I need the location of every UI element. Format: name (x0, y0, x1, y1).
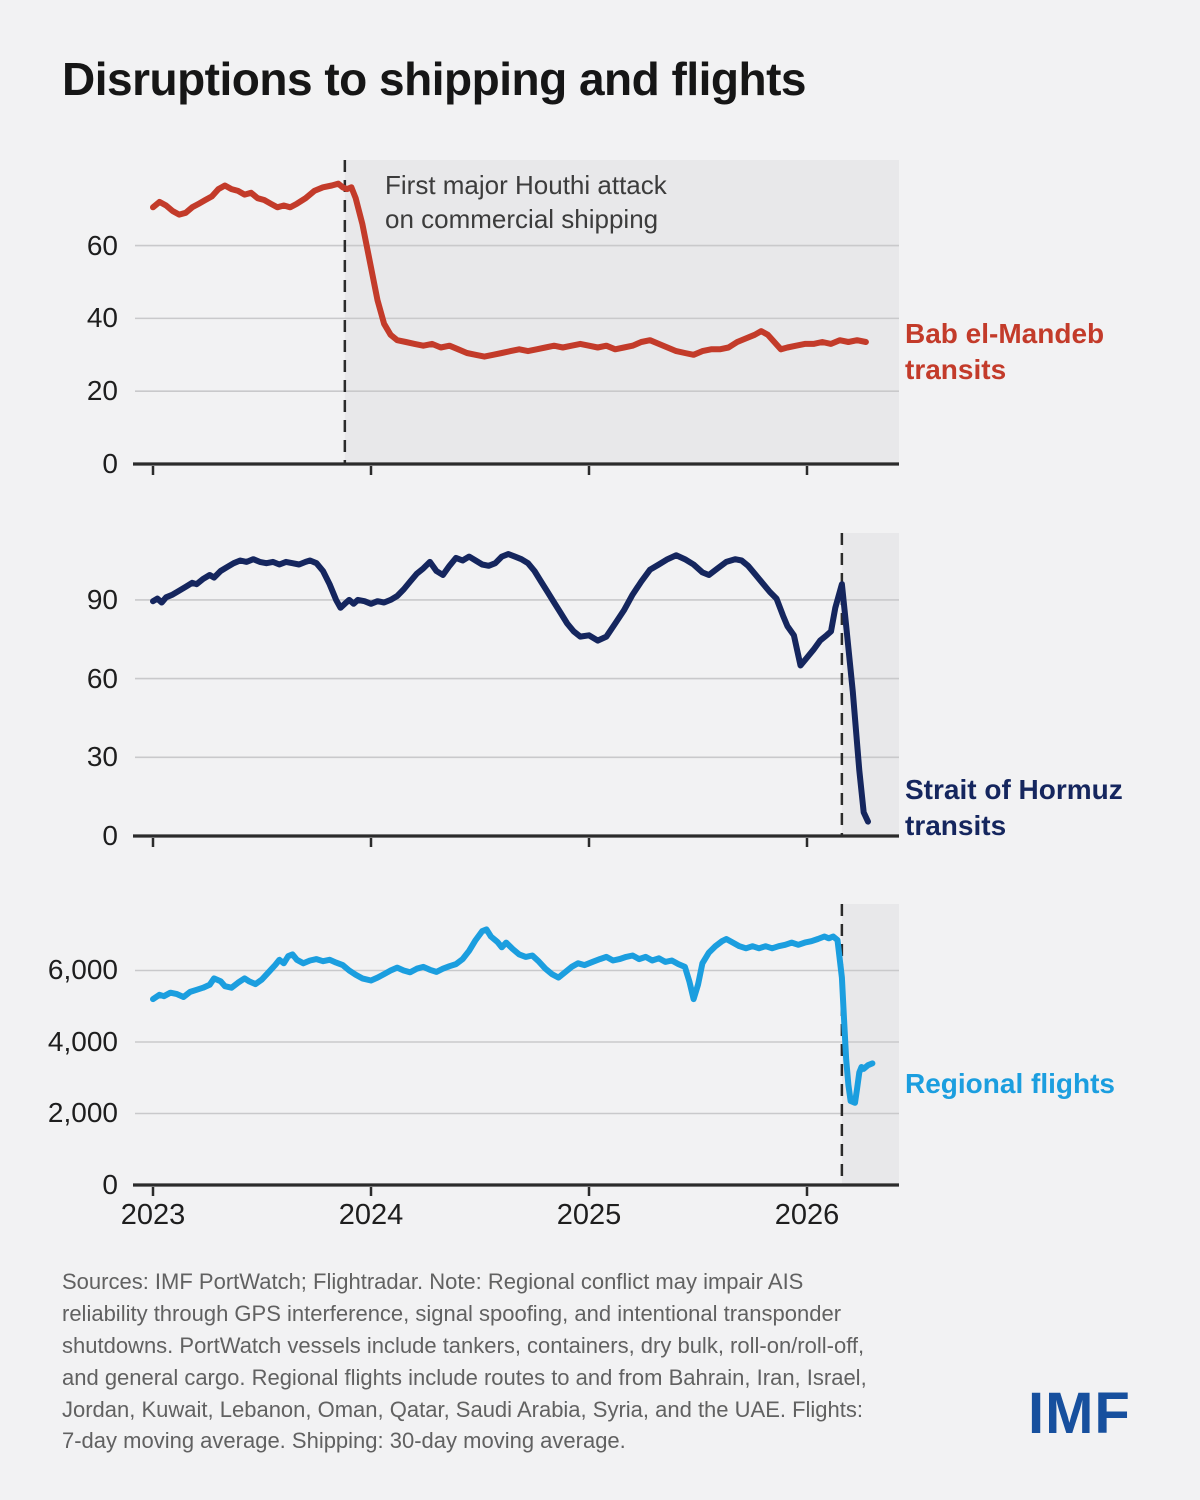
source-note-line: reliability through GPS interference, si… (62, 1300, 842, 1326)
annotation-line-2: on commercial shipping (385, 204, 659, 235)
source-note-line: and general cargo. Regional flights incl… (62, 1364, 867, 1390)
series-label-line: transits (905, 809, 1007, 841)
page-title: Disruptions to shipping and flights (62, 53, 807, 105)
series-line-hormuz (150, 551, 871, 825)
event-annotation: First major Houthi attack on commercial … (385, 168, 667, 237)
series-label-bab-el-mandeb-transits: Bab el-Mandeb transits (905, 316, 1104, 388)
series-label-line: Regional flights (905, 1068, 1115, 1099)
series-label-line: Strait of Hormuz (905, 774, 1123, 805)
source-note-line: Sources: IMF PortWatch; Flightradar. Not… (62, 1269, 804, 1294)
annotation-line-1: First major Houthi attack (385, 170, 667, 200)
series-line-bab-el-mandeb (150, 180, 869, 360)
series-label-line: transits (905, 353, 1007, 385)
source-note-line: Jordan, Kuwait, Lebanon, Oman, Qatar, Sa… (62, 1396, 864, 1422)
series-label-line: Bab el-Mandeb (905, 318, 1105, 349)
source-note-line: 7-day moving average. Shipping: 30-day m… (62, 1428, 626, 1454)
event-shade-region (841, 904, 899, 1185)
series-label-regional-flights: Regional flights (905, 1066, 1115, 1102)
event-shade-region (344, 160, 900, 464)
series-label-strait-of-hormuz-transits: Strait of Hormuz transits (905, 772, 1123, 844)
imf-logo: IMF (1028, 1381, 1131, 1446)
source-note: Sources: IMF PortWatch; Flightradar. Not… (62, 1266, 992, 1457)
series-line-flights (150, 926, 876, 1106)
source-note-line: shutdowns. PortWatch vessels include tan… (62, 1332, 865, 1358)
